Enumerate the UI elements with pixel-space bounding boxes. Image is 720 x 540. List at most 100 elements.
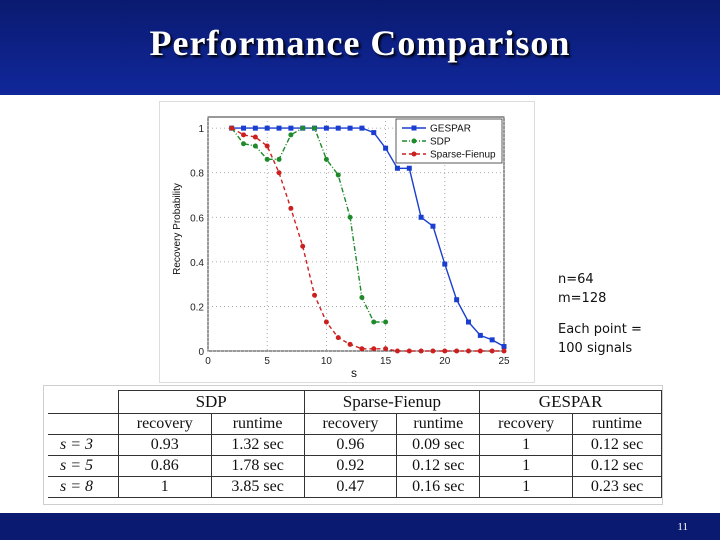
row-label: s = 5: [48, 455, 119, 477]
data-point: [430, 223, 436, 229]
subheader-recovery: recovery: [303, 413, 398, 435]
note-each-point: Each point =: [558, 322, 642, 337]
data-point: [442, 348, 448, 354]
table-cell: 1: [117, 476, 212, 498]
table-cell: 0.12 sec: [572, 434, 662, 456]
subheader-recovery: recovery: [479, 413, 574, 435]
data-point: [418, 348, 424, 354]
y-tick-label: 0: [198, 347, 204, 358]
row-label: s = 3: [48, 434, 119, 456]
data-point: [252, 143, 258, 149]
legend-label: Sparse-Fienup: [430, 150, 496, 161]
data-point: [501, 348, 507, 354]
table-row: s = 3 0.93 1.32 sec 0.96 0.09 sec 1 0.12…: [48, 434, 662, 456]
note-m: m=128: [558, 291, 607, 306]
x-tick-label: 10: [321, 356, 333, 367]
table-cell: 1.32 sec: [210, 434, 305, 456]
data-point: [347, 341, 353, 347]
table-cell: 0.12 sec: [396, 455, 481, 477]
subheader-recovery: recovery: [117, 413, 212, 435]
data-point: [442, 261, 448, 267]
title-bar: Performance Comparison: [0, 0, 720, 95]
legend-marker: [411, 151, 417, 157]
data-point: [347, 214, 353, 220]
series-line: [231, 127, 386, 323]
table-cell: 1: [479, 455, 574, 477]
data-point: [252, 125, 258, 131]
data-point: [454, 297, 460, 303]
comparison-table: SDP Sparse-Fienup GESPAR recovery runtim…: [48, 390, 662, 498]
data-point: [323, 125, 329, 131]
data-point: [383, 145, 389, 151]
table-cell: 0.86: [117, 455, 212, 477]
table-cell: 1: [479, 434, 574, 456]
recovery-chart: 0 5 10 15 20 25 0 0.2 0.4 0.6 0.8 1 s Recovery Probab…: [160, 102, 534, 382]
y-tick-label: 0.6: [190, 213, 204, 224]
x-tick-label: 5: [264, 356, 270, 367]
data-point: [241, 125, 247, 131]
data-point: [406, 165, 412, 171]
data-point: [359, 346, 365, 352]
table-cell: 0.16 sec: [396, 476, 481, 498]
data-point: [418, 214, 424, 220]
data-point: [323, 319, 329, 325]
data-point: [288, 132, 294, 138]
slide-title: Performance Comparison: [149, 23, 571, 63]
table-row: s = 8 1 3.85 sec 0.47 0.16 sec 1 0.23 se…: [48, 476, 662, 498]
table-cell: 0.93: [117, 434, 212, 456]
footer-bar: 11: [0, 513, 720, 540]
data-point: [430, 348, 436, 354]
data-point: [288, 125, 294, 131]
data-point: [229, 125, 235, 131]
table-corner-2: [48, 413, 119, 435]
page-number: 11: [677, 521, 688, 533]
table-cell: 1: [479, 476, 574, 498]
series-line: [231, 127, 504, 352]
data-point: [276, 156, 282, 162]
data-point: [241, 132, 247, 138]
subheader-runtime: runtime: [210, 413, 305, 435]
data-point: [371, 130, 377, 136]
legend-marker: [411, 125, 417, 131]
table-corner: [48, 390, 119, 414]
subheader-runtime: runtime: [396, 413, 481, 435]
data-point: [288, 205, 294, 211]
group-sparse-fienup: Sparse-Fienup: [303, 390, 481, 414]
data-point: [383, 319, 389, 325]
row-label: s = 8: [48, 476, 119, 498]
data-point: [312, 125, 318, 131]
legend-label: SDP: [430, 137, 451, 148]
y-axis-label: Recovery Probability: [172, 183, 183, 275]
x-tick-label: 15: [380, 356, 392, 367]
data-point: [335, 172, 341, 178]
group-sdp: SDP: [117, 390, 305, 414]
table-cell: 3.85 sec: [210, 476, 305, 498]
legend-label: GESPAR: [430, 124, 471, 135]
table-cell: 0.12 sec: [572, 455, 662, 477]
data-point: [323, 156, 329, 162]
data-point: [394, 348, 400, 354]
data-point: [489, 348, 495, 354]
note-n: n=64: [558, 272, 594, 287]
y-tick-label: 0.8: [190, 169, 204, 180]
y-tick-label: 1: [198, 124, 204, 135]
experiment-notes: n=64 m=128 Each point = 100 signals: [558, 270, 708, 358]
data-point: [300, 125, 306, 131]
data-point: [335, 125, 341, 131]
table-row: s = 5 0.86 1.78 sec 0.92 0.12 sec 1 0.12…: [48, 455, 662, 477]
chart-svg: 0 5 10 15 20 25 0 0.2 0.4 0.6 0.8 1 s Recovery Probab…: [172, 116, 510, 380]
data-point: [264, 125, 270, 131]
data-point: [371, 319, 377, 325]
data-point: [312, 292, 318, 298]
data-point: [406, 348, 412, 354]
data-point: [264, 143, 270, 149]
x-tick-label: 20: [439, 356, 451, 367]
data-point: [465, 319, 471, 325]
group-gespar: GESPAR: [479, 390, 662, 414]
table-cell: 1.78 sec: [210, 455, 305, 477]
data-point: [359, 125, 365, 131]
data-point: [347, 125, 353, 131]
data-point: [300, 243, 306, 249]
legend-marker: [411, 138, 417, 144]
data-point: [394, 165, 400, 171]
